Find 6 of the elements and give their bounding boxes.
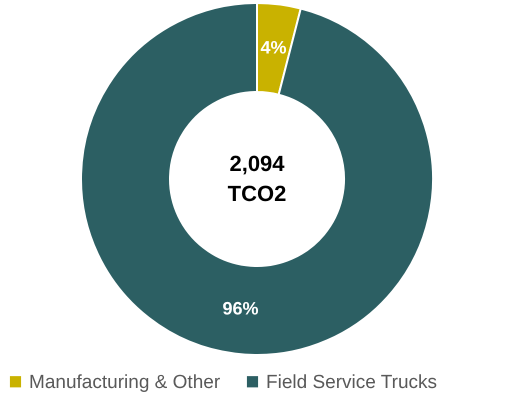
text: TCO2 [228,181,286,206]
data-label: 96% [222,298,259,318]
legend-label: Manufacturing & Other [29,372,221,393]
legend-label: Field Service Trucks [266,372,438,393]
data-label: 4% [260,38,286,58]
text: 2,094 [229,151,286,176]
